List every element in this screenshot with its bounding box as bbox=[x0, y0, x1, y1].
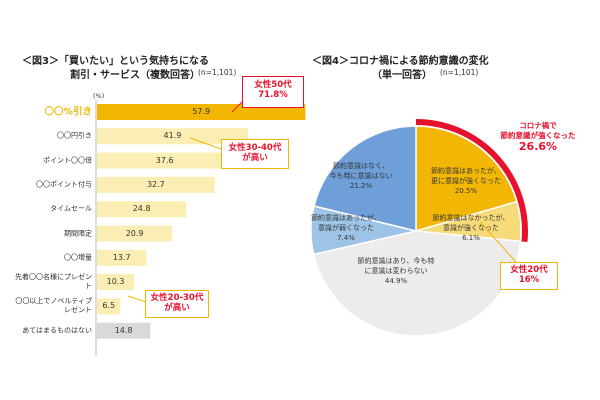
bar bbox=[97, 201, 187, 218]
bar-value-label: 41.9 bbox=[163, 131, 182, 141]
pie-slice-label-line1: 節約意識はあったが、 bbox=[431, 167, 501, 175]
bar bbox=[97, 152, 233, 169]
pie-slice bbox=[313, 125, 417, 232]
callout-female-20-30s-line1: 女性20-30代 bbox=[150, 293, 204, 303]
callout-female-30-40s-line2: が高い bbox=[242, 153, 268, 163]
bar-value-label: 10.3 bbox=[106, 277, 125, 287]
pie-slice-label-line1: 節約意識はあったが、 bbox=[311, 214, 381, 222]
fig4-title-line1: ＜図4＞コロナ禍による節約意識の変化 bbox=[312, 56, 489, 67]
pie-slice-label-value-label: 20.5% bbox=[454, 187, 478, 195]
pie-slice-label: 節約意識はあったが、 意識が弱くなった 7.4% bbox=[296, 213, 396, 243]
bar bbox=[97, 298, 121, 315]
bar-category-label: 先着〇〇名様にプレゼント bbox=[15, 273, 92, 291]
bar-value-label: 6.5 bbox=[102, 301, 116, 311]
bar-category-label: 〇〇%引き bbox=[44, 106, 92, 118]
bar bbox=[97, 128, 248, 145]
callout-female-20-30s: 女性20-30代 が高い bbox=[145, 290, 209, 318]
callout-female-50s-line1: 女性50代 bbox=[254, 80, 292, 90]
bar-value-label: 57.9 bbox=[192, 107, 211, 116]
pie-slice-label-line2: 今も特に意識はない bbox=[329, 172, 393, 180]
bar-category-label: 〇〇以上でノベルティプレゼント bbox=[15, 297, 92, 315]
fig3-n-label: (n=1,101) bbox=[198, 68, 237, 77]
callout-female-30-40s-leader bbox=[189, 137, 225, 151]
callout-female-20s-line1: 女性20代 bbox=[510, 265, 548, 275]
bar-category-label: 〇〇円引き bbox=[57, 131, 92, 140]
bar bbox=[97, 104, 306, 120]
callout-stronger-value: 26.6% bbox=[518, 140, 558, 153]
bar-value-label: 14.8 bbox=[114, 325, 133, 335]
pie-slice bbox=[415, 125, 518, 233]
callout-female-30-40s-line1: 女性30-40代 bbox=[228, 143, 282, 153]
pie-slice-label-value-label: 44.9% bbox=[384, 277, 408, 285]
callout-female-20s: 女性20代 16% bbox=[500, 262, 558, 290]
bar-category-label: あてはまるものはない bbox=[22, 326, 92, 335]
pie-slice-label: 節約意識はあり、今も特 に意識は変わらない 44.9% bbox=[346, 256, 446, 286]
pie-slice-label-value-label: 21.2% bbox=[349, 182, 373, 190]
fig4-n-label: (n=1,101) bbox=[440, 68, 479, 77]
bar-value-label: 32.7 bbox=[146, 179, 165, 189]
callout-female-20s-leader bbox=[479, 221, 517, 263]
pie-slice-label-line2: 意識が弱くなった bbox=[318, 224, 374, 232]
bar-category-label: 〇〇増量 bbox=[64, 253, 92, 262]
bar-category-label: タイムセール bbox=[50, 204, 92, 213]
bar-category-label: 期間限定 bbox=[64, 229, 92, 237]
pie-slice-label-line2: 更に意識が強くなった bbox=[431, 177, 501, 185]
bar bbox=[97, 225, 173, 242]
fig3-unit-label: (%) bbox=[93, 92, 105, 100]
fig3-title-line1: ＜図3＞「買いたい」という気持ちになる bbox=[22, 56, 209, 67]
bar-category-label: 〇〇ポイント付与 bbox=[36, 180, 92, 189]
highlight-arc bbox=[415, 119, 528, 243]
pie-slice-label-line1: 節約意識はなかったが、 bbox=[432, 214, 510, 222]
bar-value-label: 13.7 bbox=[112, 252, 131, 262]
pie-slice-label: 節約意識はなかったが、 意識が強くなった 6.1% bbox=[421, 213, 521, 243]
bar-value-label: 37.6 bbox=[155, 155, 174, 165]
bar-value-label: 20.9 bbox=[125, 228, 144, 238]
pie-slice-label-line2: 意識が強くなった bbox=[443, 224, 499, 232]
bar bbox=[97, 322, 151, 339]
callout-stronger-line1: コロナ禍で bbox=[519, 121, 557, 130]
callout-stronger-awareness: コロナ禍で 節約意識が強くなった 26.6% bbox=[488, 121, 588, 153]
callout-female-20-30s-leader bbox=[127, 295, 147, 303]
callout-female-50s: 女性50代 71.8% bbox=[242, 76, 304, 108]
pie-slice-label: 節約意識はなく、 今も特に意識はない 21.2% bbox=[311, 161, 411, 191]
callout-female-20s-line2: 16% bbox=[518, 275, 540, 285]
bar bbox=[97, 249, 147, 266]
callout-female-20-30s-line2: が高い bbox=[164, 303, 190, 313]
pie-slice-label-line1: 節約意識はあり、今も特 bbox=[357, 257, 435, 265]
callout-female-50s-line2: 71.8% bbox=[258, 90, 288, 100]
bar bbox=[97, 274, 135, 291]
fig4-title-line2: （単一回答） bbox=[372, 70, 432, 81]
pie-slice-label-value-label: 6.1% bbox=[462, 234, 480, 242]
bar bbox=[97, 176, 215, 193]
pie-slice-label-line2: に意識は変わらない bbox=[364, 267, 428, 275]
fig3-title-line2: 割引・サービス（複数回答） bbox=[70, 70, 200, 81]
pie-slice-label-value-label: 7.4% bbox=[337, 234, 355, 242]
callout-stronger-line2: 節約意識が強くなった bbox=[500, 130, 576, 140]
pie-slice-label-line1: 節約意識はなく、 bbox=[333, 162, 389, 170]
bar-value-label: 24.8 bbox=[132, 204, 151, 214]
callout-female-30-40s: 女性30-40代 が高い bbox=[221, 139, 289, 169]
pie-slice-label: 節約意識はあったが、 更に意識が強くなった 20.5% bbox=[416, 166, 516, 196]
bar-category-label: ポイント〇〇倍 bbox=[43, 156, 92, 165]
